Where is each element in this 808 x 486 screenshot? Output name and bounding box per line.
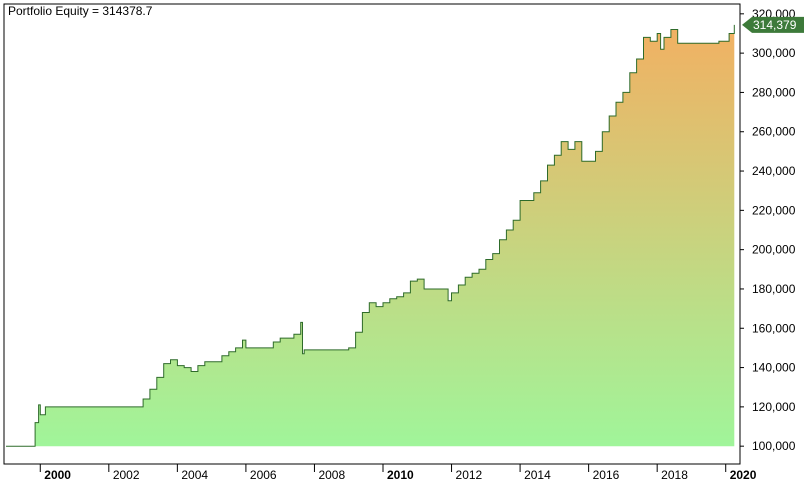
y-tick-label: 180,000 [752, 282, 796, 296]
x-tick-label: 2008 [318, 468, 345, 482]
equity-line [6, 24, 735, 447]
x-tick-label: 2000 [44, 468, 71, 482]
last-value-badge: 314,379 [742, 16, 804, 33]
x-tick-label: 2020 [730, 468, 757, 482]
last-value-label: 314,379 [753, 18, 797, 32]
chart-title: Portfolio Equity = 314378.7 [8, 4, 153, 18]
x-tick-label: 2016 [593, 468, 620, 482]
x-tick-label: 2004 [181, 468, 208, 482]
y-tick-label: 240,000 [752, 164, 796, 178]
x-tick-label: 2002 [113, 468, 140, 482]
y-tick-label: 100,000 [752, 439, 796, 453]
x-tick-label: 2010 [387, 468, 414, 482]
x-tick-label: 2014 [524, 468, 551, 482]
x-tick-label: 2006 [250, 468, 277, 482]
y-tick-label: 260,000 [752, 125, 796, 139]
x-axis: 2000 2002 2004 2006 2008 2010 2012 2014 2016 2018… [39, 464, 757, 482]
y-tick-label: 140,000 [752, 361, 796, 375]
y-tick-label: 220,000 [752, 203, 796, 217]
x-tick-label: 2012 [456, 468, 483, 482]
y-tick-label: 300,000 [752, 46, 796, 60]
y-tick-label: 200,000 [752, 243, 796, 257]
y-tick-label: 120,000 [752, 400, 796, 414]
y-axis: 100,000 120,000 140,000 160,000 180,000 200,0… [740, 7, 796, 453]
y-tick-label: 160,000 [752, 321, 796, 335]
last-value-badge-bg [742, 16, 804, 33]
x-tick-label: 2018 [661, 468, 688, 482]
equity-area-fill [6, 24, 735, 447]
y-tick-label: 280,000 [752, 85, 796, 99]
